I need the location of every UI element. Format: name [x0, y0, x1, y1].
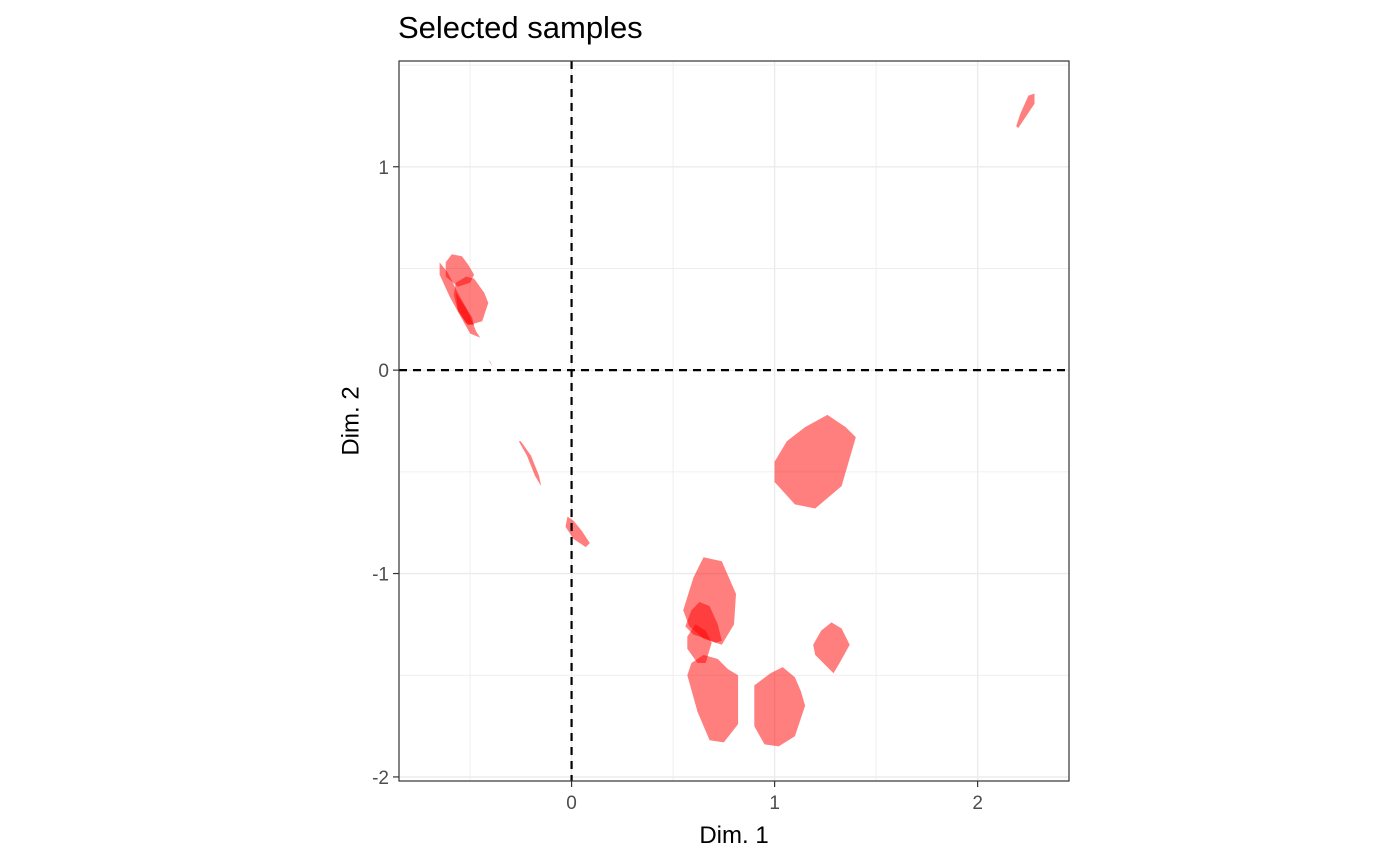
density-region-6: [488, 360, 493, 367]
density-region-13: [687, 654, 739, 743]
y-tick-label: 0: [378, 361, 389, 382]
density-region-12: [687, 624, 712, 663]
density-region-14: [754, 667, 806, 747]
density-region-7: [518, 441, 542, 487]
x-axis-ticks: 0 1 2: [566, 781, 983, 814]
chart-title: Selected samples: [398, 10, 643, 45]
y-tick-label: 1: [378, 158, 389, 179]
density-regions: [439, 93, 1035, 747]
density-region-15: [813, 622, 850, 674]
density-region-8: [565, 516, 590, 548]
density-region-9: [774, 414, 856, 509]
x-tick-label: 0: [566, 793, 577, 814]
reference-lines: [399, 61, 1069, 781]
x-tick-label: 1: [769, 793, 780, 814]
plot-panel-border: [398, 60, 1070, 782]
y-tick-label: -1: [372, 565, 389, 586]
y-tick-label: -2: [372, 768, 389, 789]
y-axis-ticks: 1 0 -1 -2: [372, 158, 399, 789]
density-region-5: [455, 292, 475, 326]
density-region-1: [1016, 93, 1035, 129]
y-axis-label: Dim. 2: [337, 386, 364, 455]
grid-lines: [399, 61, 1069, 781]
x-tick-label: 2: [972, 793, 983, 814]
x-axis-label: Dim. 1: [699, 822, 768, 849]
